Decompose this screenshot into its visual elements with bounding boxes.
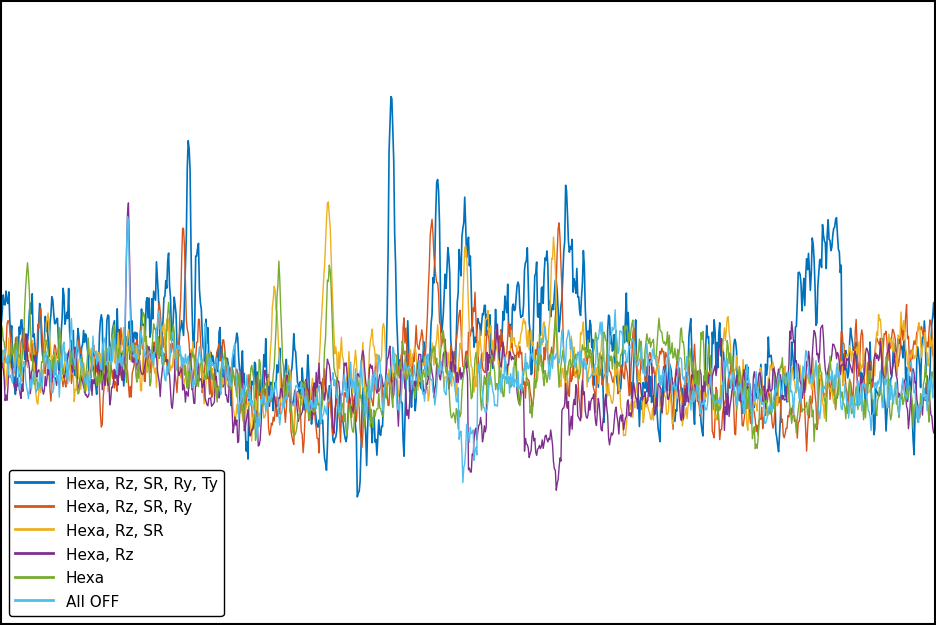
All OFF [91, 361, 102, 368]
Hexa, Rz [742, 382, 753, 390]
Hexa, Rz [725, 396, 737, 404]
Hexa, Rz [408, 382, 419, 390]
Hexa [374, 404, 386, 412]
Hexa [273, 258, 285, 265]
Hexa, Rz, SR [929, 371, 936, 379]
Hexa [408, 381, 419, 388]
Hexa, Rz [550, 486, 562, 494]
Line: Hexa, Rz: Hexa, Rz [1, 203, 935, 490]
Hexa, Rz, SR, Ry [742, 379, 753, 387]
Hexa, Rz, SR, Ry, Ty [742, 363, 753, 371]
Hexa, Rz, SR [246, 438, 257, 445]
Hexa [724, 349, 736, 357]
Hexa, Rz, SR, Ry, Ty [386, 93, 397, 101]
Hexa [741, 405, 753, 412]
Line: Hexa, Rz, SR: Hexa, Rz, SR [1, 202, 935, 441]
Hexa, Rz, SR, Ry [91, 362, 102, 370]
Hexa, Rz, SR, Ry [408, 350, 419, 358]
All OFF [742, 366, 753, 373]
Hexa, Rz, SR, Ry, Ty [0, 318, 7, 326]
Hexa, Rz, SR [91, 348, 102, 355]
Hexa, Rz, SR, Ry, Ty [929, 314, 936, 322]
All OFF [0, 355, 7, 362]
Hexa, Rz [374, 371, 386, 378]
Hexa, Rz [929, 429, 936, 436]
Hexa, Rz, SR [638, 414, 650, 421]
All OFF [725, 384, 737, 392]
Hexa, Rz, SR [0, 346, 7, 354]
Hexa, Rz [91, 357, 102, 365]
All OFF [374, 356, 386, 364]
Hexa, Rz, SR [725, 350, 737, 358]
Hexa, Rz, SR, Ry [374, 386, 386, 393]
Hexa, Rz, SR [323, 198, 334, 206]
Hexa [929, 386, 936, 394]
Hexa, Rz, SR, Ry, Ty [725, 379, 737, 386]
Hexa, Rz, SR, Ry, Ty [352, 493, 363, 501]
Line: Hexa, Rz, SR, Ry, Ty: Hexa, Rz, SR, Ry, Ty [1, 97, 935, 497]
Hexa, Rz, SR, Ry, Ty [409, 385, 420, 392]
Hexa, Rz [0, 358, 7, 366]
Hexa, Rz, SR, Ry, Ty [91, 391, 102, 398]
All OFF [638, 368, 650, 375]
All OFF [458, 479, 469, 486]
Hexa [91, 382, 102, 389]
Hexa, Rz, SR, Ry [929, 357, 936, 365]
All OFF [408, 371, 419, 379]
Hexa, Rz, SR [375, 357, 387, 365]
Line: All OFF: All OFF [1, 216, 935, 482]
Hexa, Rz, SR [742, 427, 753, 434]
Hexa, Rz, SR, Ry, Ty [374, 430, 386, 437]
Hexa [637, 365, 649, 372]
Hexa, Rz, SR, Ry [638, 365, 650, 372]
Line: Hexa: Hexa [1, 261, 935, 449]
Hexa [0, 321, 7, 329]
Hexa, Rz, SR [409, 345, 420, 352]
Hexa, Rz, SR, Ry [314, 449, 325, 457]
Hexa [750, 445, 761, 452]
Hexa, Rz, SR, Ry, Ty [638, 382, 650, 390]
All OFF [929, 359, 936, 366]
Hexa, Rz [123, 199, 134, 207]
Hexa, Rz, SR, Ry [427, 216, 438, 223]
Hexa, Rz, SR, Ry [0, 361, 7, 368]
Line: Hexa, Rz, SR, Ry: Hexa, Rz, SR, Ry [1, 219, 935, 453]
All OFF [122, 213, 133, 220]
Hexa, Rz, SR, Ry [725, 358, 737, 366]
Hexa, Rz [638, 392, 650, 400]
Legend: Hexa, Rz, SR, Ry, Ty, Hexa, Rz, SR, Ry, Hexa, Rz, SR, Hexa, Rz, Hexa, All OFF: Hexa, Rz, SR, Ry, Ty, Hexa, Rz, SR, Ry, … [9, 469, 224, 616]
